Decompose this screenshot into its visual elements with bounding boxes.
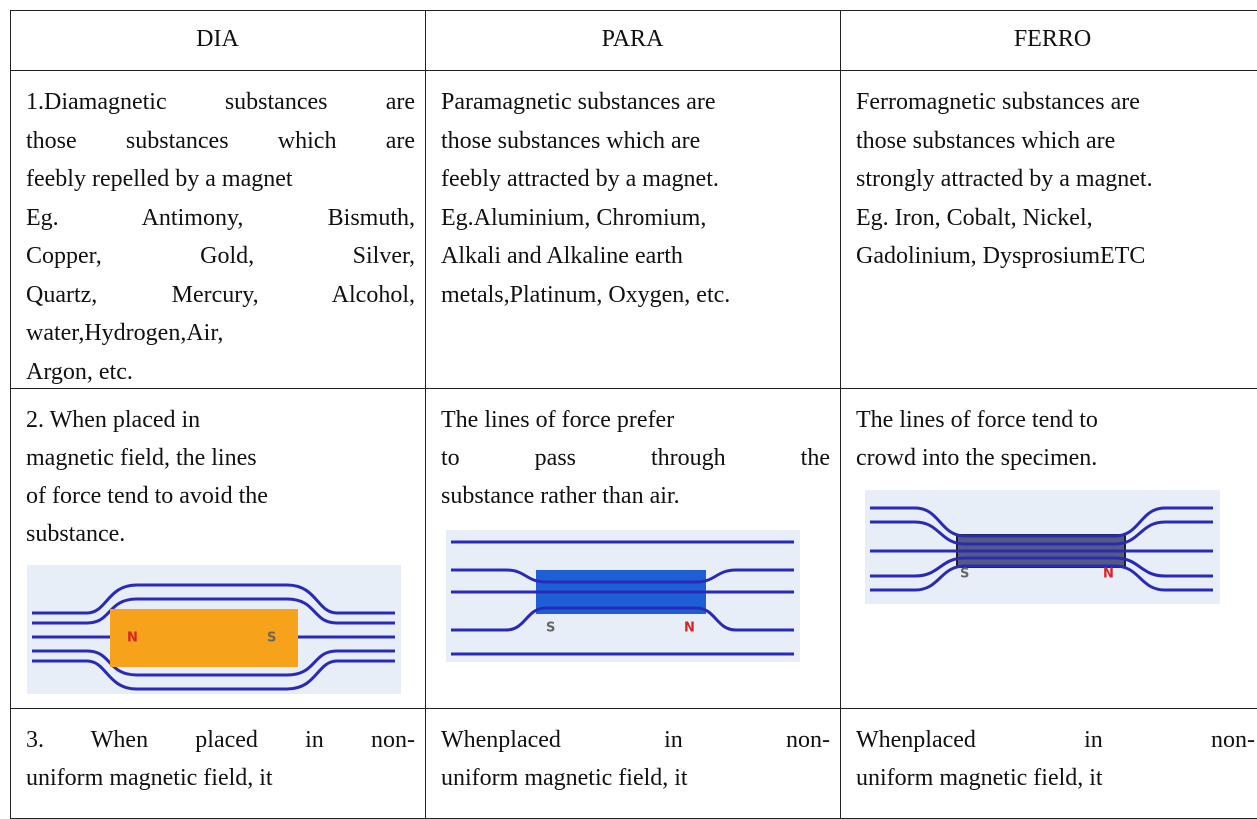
pole-label: N [684,621,695,636]
cell-text: Gadolinium, DysprosiumETC [856,243,1146,269]
cell-text: magnetic field, the lines [26,445,257,471]
cell-text: those substances which are [856,127,1116,154]
cell-text: feebly repelled by a magnet [26,166,293,192]
cell-text: 2. When placed in [26,407,201,433]
cell-text: The lines of force prefer [441,407,675,433]
cell-text: Eg. Iron, Cobalt, Nickel, [856,204,1093,231]
cell-text: 3. When placed in non- [26,727,415,753]
cell-text: Alkali and Alkaline earth [441,243,683,269]
pole-label: S [546,621,555,636]
pole-label: S [960,567,969,582]
cell-text: feebly attracted by a magnet. [441,166,719,192]
cell-text: crowd into the specimen. [856,445,1098,471]
cell-text: Whenplaced in non- [441,727,830,753]
cell-text: those substances which are [26,127,415,154]
ferro-figure: S N [865,490,1220,604]
cell-text: uniform magnetic field, it [26,765,273,791]
column-header: DIA [196,26,239,52]
cell-text: Copper, Gold, Silver, [26,243,415,269]
para-figure: S N [446,530,800,662]
cell-text: substance rather than air. [441,483,680,509]
cell-text: water,Hydrogen,Air, [26,320,224,346]
cell-text: those substances which are [441,127,701,154]
cell-text: strongly attracted by a magnet. [856,166,1153,192]
pole-label: N [1103,567,1114,582]
cell-text: 1.Diamagnetic substances are [26,89,415,115]
cell-text: to pass through the [441,445,830,471]
pole-label: N [127,631,138,646]
cell-text: Whenplaced in non- [856,727,1255,753]
dia-figure: N S [27,565,401,694]
cell-text: Eg. Antimony, Bismuth, [26,204,415,231]
column-header: PARA [601,26,664,52]
cell-text: of force tend to avoid the [26,483,268,509]
cell-text: uniform magnetic field, it [441,765,688,791]
cell-text: substance. [26,521,126,547]
cell-text: Ferromagnetic substances are [856,89,1140,115]
column-header: FERRO [1013,26,1092,52]
cell-text: Quartz, Mercury, Alcohol, [26,281,415,308]
cell-text: Argon, etc. [26,358,133,385]
cell-text: Paramagnetic substances are [441,89,716,115]
cell-text: The lines of force tend to [856,407,1098,433]
pole-label: S [267,631,276,646]
cell-text: Eg.Aluminium, Chromium, [441,204,707,231]
cell-text: metals,Platinum, Oxygen, etc. [441,281,731,308]
cell-text: uniform magnetic field, it [856,765,1103,791]
